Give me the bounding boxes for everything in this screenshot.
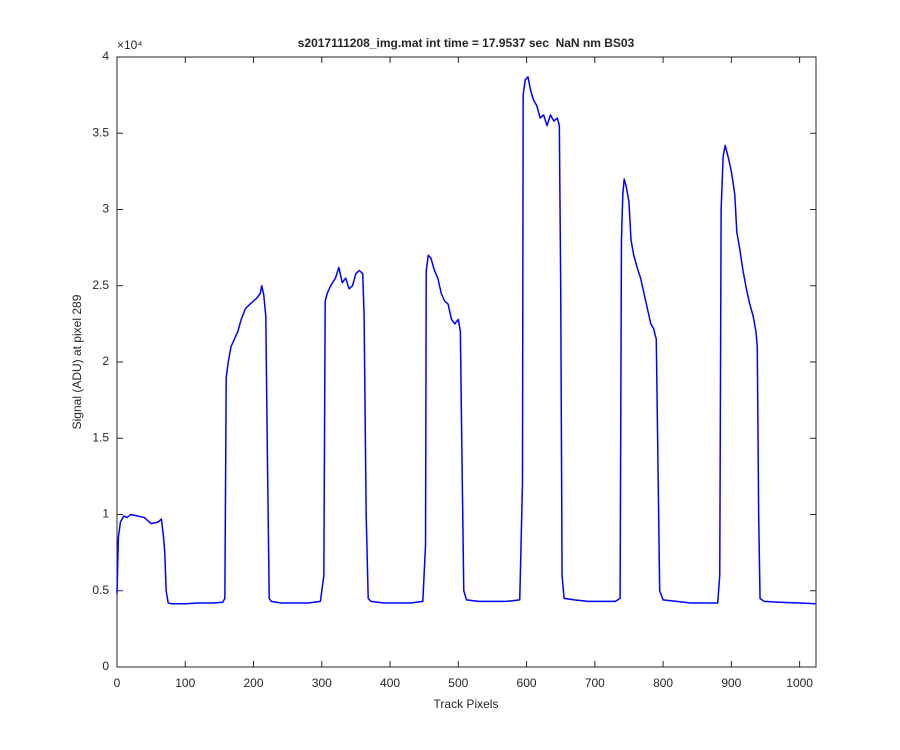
x-tick-label: 700 bbox=[585, 676, 605, 690]
y-tick-label: 1.5 bbox=[92, 430, 109, 444]
x-tick-label: 400 bbox=[380, 676, 400, 690]
y-axis-label: Signal (ADU) at pixel 289 bbox=[70, 294, 84, 429]
y-tick-label: 2.5 bbox=[92, 278, 109, 292]
data-line bbox=[116, 76, 817, 605]
x-tick-label: 500 bbox=[448, 676, 468, 690]
x-tick-label: 100 bbox=[175, 676, 195, 690]
y-tick-label: 1 bbox=[102, 507, 109, 521]
y-tick-label: 3 bbox=[102, 202, 109, 216]
x-tick-label: 0 bbox=[114, 676, 121, 690]
x-tick-label: 600 bbox=[517, 676, 537, 690]
y-tick-label: 2 bbox=[102, 354, 109, 368]
y-exponent-label: ×10⁴ bbox=[117, 38, 143, 52]
x-tick-label: 800 bbox=[653, 676, 673, 690]
y-tick-label: 0 bbox=[102, 659, 109, 673]
y-tick-label: 0.5 bbox=[92, 583, 109, 597]
x-tick-label: 900 bbox=[721, 676, 741, 690]
x-tick-label: 1000 bbox=[786, 676, 813, 690]
x-axis-label: Track Pixels bbox=[434, 697, 499, 711]
x-tick-label: 200 bbox=[244, 676, 264, 690]
y-tick-label: 3.5 bbox=[92, 125, 109, 139]
y-tick-label: 4 bbox=[102, 49, 109, 63]
x-tick-label: 300 bbox=[312, 676, 332, 690]
chart-title: s2017111208_img.mat int time = 17.9537 s… bbox=[298, 36, 635, 50]
